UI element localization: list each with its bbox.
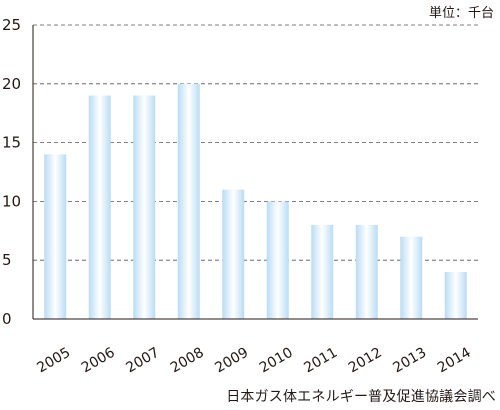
bar-2007 [133, 95, 156, 319]
bar-2014 [444, 271, 467, 319]
bar-2006 [88, 95, 111, 319]
bar-2013 [400, 236, 423, 319]
x-tick-label-2008: 2008 [168, 345, 207, 377]
y-tick-labels: 0 5 10 15 20 25 [2, 16, 21, 328]
y-tick-label-10: 10 [2, 192, 21, 210]
x-tick-label-2006: 2006 [79, 345, 118, 377]
x-tick-labels: 2005 2006 2007 2008 2009 2010 2011 2012 2013 2014 [34, 345, 473, 377]
bar-2009 [222, 189, 245, 319]
bar-2012 [355, 224, 378, 319]
y-tick-label-5: 5 [2, 251, 12, 269]
y-tick-label-20: 20 [2, 75, 21, 93]
x-tick-label-2010: 2010 [257, 345, 296, 377]
x-tick-label-2014: 2014 [435, 345, 474, 377]
y-tick-label-15: 15 [2, 134, 21, 152]
bar-2008 [177, 83, 200, 319]
x-tick-label-2013: 2013 [390, 345, 429, 377]
bar-2011 [311, 224, 334, 319]
y-tick-label-25: 25 [2, 16, 21, 34]
bar-2005 [44, 154, 67, 319]
bars [44, 83, 467, 319]
source-note: 日本ガス体エネルギー普及促進協議会調べ [226, 389, 496, 405]
unit-label: 単位：千台 [428, 6, 494, 21]
x-tick-label-2009: 2009 [212, 345, 251, 377]
x-tick-label-2005: 2005 [34, 345, 73, 377]
axes [32, 25, 478, 320]
x-tick-label-2012: 2012 [346, 345, 385, 377]
bar-2010 [266, 201, 289, 319]
x-tick-label-2011: 2011 [301, 345, 340, 377]
x-tick-label-2007: 2007 [123, 345, 162, 377]
y-tick-label-0: 0 [2, 310, 12, 328]
